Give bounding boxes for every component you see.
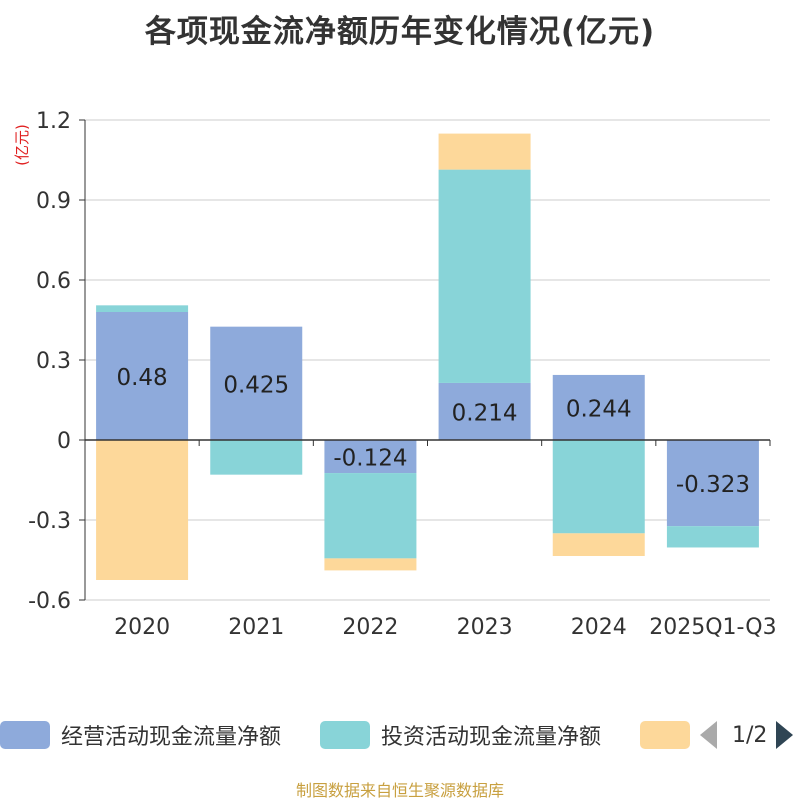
legend-item-investing[interactable]: 投资活动现金流量净额 [320,720,601,750]
legend-label-investing: 投资活动现金流量净额 [381,725,602,750]
bar-operating-2021 [210,326,303,440]
legend-next-page-icon[interactable] [776,721,794,749]
chart-title: 各项现金流净额历年变化情况(亿元) [144,14,656,50]
bar-investing-2025Q1-Q3 [666,526,759,548]
y-tick-label: 1.2 [36,109,71,134]
legend-label-operating: 经营活动现金流量净额 [61,725,282,750]
y-tick-label: 0.9 [36,189,71,214]
bar-investing-2023 [438,169,531,383]
bar-operating-2025Q1-Q3 [666,440,759,527]
data-source-note: 制图数据来自恒生聚源数据库 [295,781,504,800]
bar-investing-2021 [210,440,303,475]
cash-flow-chart: 1.2 0.9 0.6 0.3 0 -0.3 -0.6 (亿元) 0.48 2020 0.425 20… [13,109,777,640]
y-tick-label: 0.6 [36,269,71,294]
bar-investing-2020 [96,305,189,312]
legend: 经营活动现金流量净额 投资活动现金流量净额 1/2 [0,712,800,756]
bar-financing-2020 [96,440,189,580]
data-label-2020: 0.48 [116,365,167,391]
x-tick-label: 2021 [228,615,284,640]
y-tick-label: 0.3 [36,349,71,374]
x-tick-label: 2023 [457,615,513,640]
legend-swatch-investing [320,721,370,749]
bar-operating-2024 [552,374,645,440]
data-label-2021: 0.425 [223,372,289,398]
legend-swatch-operating [0,721,50,749]
data-label-2024: 0.244 [566,396,632,422]
bar-operating-2020 [96,312,189,440]
data-label-2022: -0.124 [333,446,407,472]
legend-pager: 1/2 [700,720,794,750]
bar-financing-2022 [324,558,417,571]
bar-operating-2023 [438,382,531,440]
y-tick-label: -0.3 [28,509,71,534]
y-tick-label: -0.6 [28,589,71,614]
legend-page-indicator: 1/2 [732,722,768,748]
x-tick-label: 2025Q1-Q3 [649,615,776,640]
bar-financing-2023 [438,133,531,170]
x-tick-label: 2024 [571,615,627,640]
legend-item-financing[interactable] [640,720,690,750]
bar-investing-2024 [552,440,645,534]
x-tick-label: 2022 [342,615,398,640]
legend-swatch-financing [640,721,690,749]
legend-prev-page-icon[interactable] [700,721,717,749]
y-tick-label: 0 [57,429,71,454]
bar-operating-2022 [324,440,417,474]
x-tick-label: 2020 [114,615,170,640]
bar-financing-2024 [552,533,645,556]
bar-investing-2022 [324,473,417,559]
legend-item-operating[interactable]: 经营活动现金流量净额 [0,720,281,750]
data-label-2023: 0.214 [452,400,518,426]
data-label-2025Q1-Q3: -0.323 [676,472,750,498]
y-axis-title: (亿元) [13,124,31,166]
